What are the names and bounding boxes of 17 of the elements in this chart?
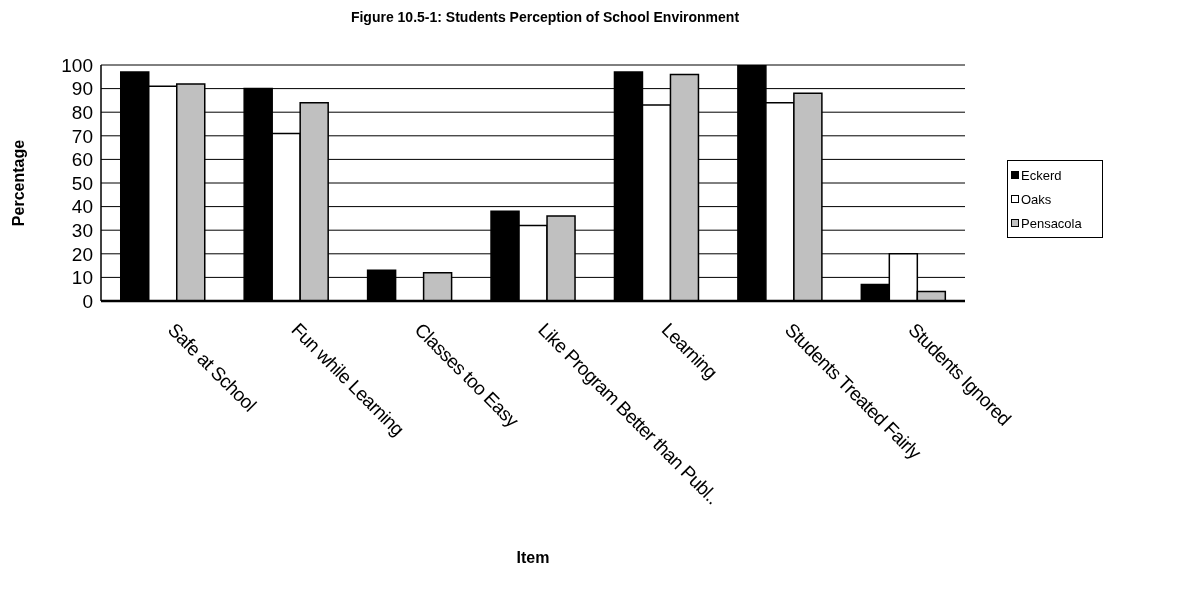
y-tick-label: 90 bbox=[71, 78, 93, 100]
y-tick-label: 30 bbox=[71, 219, 93, 241]
legend-label: Eckerd bbox=[1021, 167, 1062, 183]
legend-label: Pensacola bbox=[1021, 215, 1082, 231]
y-tick-label: 100 bbox=[61, 54, 93, 76]
legend-label: Oaks bbox=[1021, 191, 1052, 207]
y-tick-label: 0 bbox=[82, 290, 93, 312]
y-tick-label: 20 bbox=[71, 243, 93, 265]
y-tick-label: 50 bbox=[71, 172, 93, 194]
y-tick-label: 40 bbox=[71, 196, 93, 218]
y-tick-label: 70 bbox=[71, 125, 93, 147]
y-axis-title: Percentage bbox=[9, 139, 27, 227]
y-tick-label: 10 bbox=[71, 267, 93, 289]
x-axis-title: Item bbox=[516, 549, 550, 566]
y-tick-label: 60 bbox=[71, 149, 93, 171]
y-tick-label: 80 bbox=[71, 101, 93, 123]
chart-title: Figure 10.5-1: Students Perception of School Environment bbox=[349, 8, 741, 26]
